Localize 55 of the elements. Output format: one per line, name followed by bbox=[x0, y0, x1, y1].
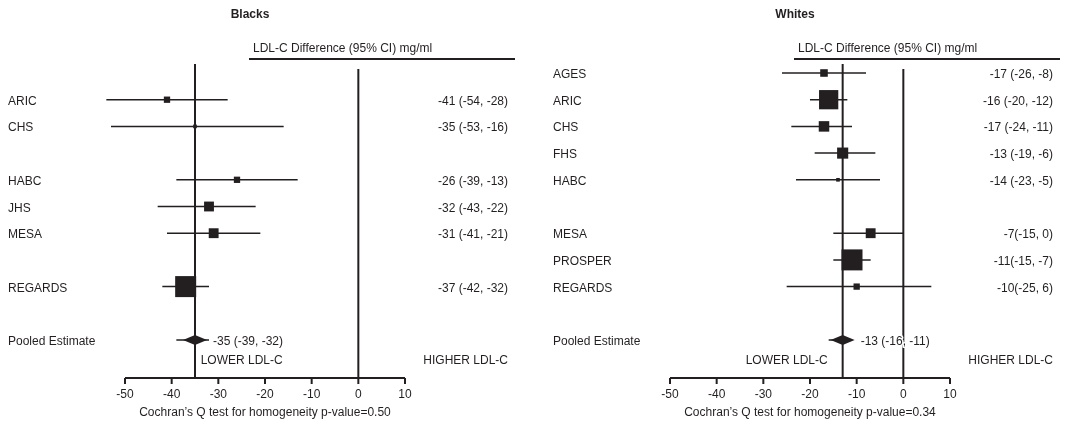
y-tick-label: ARIC bbox=[553, 93, 582, 108]
x-tick-label: -40 bbox=[162, 387, 181, 401]
data-label: -13 (-19, -6) bbox=[989, 147, 1053, 162]
data-label: -16 (-20, -12) bbox=[982, 93, 1053, 108]
data-label: -35 (-53, -16) bbox=[437, 120, 508, 135]
y-tick-label: MESA bbox=[553, 227, 588, 242]
x-tick-label: -30 bbox=[209, 387, 228, 401]
data-label: -17 (-26, -8) bbox=[989, 67, 1053, 81]
x-tick-label: -10 bbox=[302, 387, 321, 401]
y-tick-label: FHS bbox=[553, 147, 577, 162]
y-tick-label: PROSPER bbox=[553, 253, 613, 268]
x-axis-title: Cochran’s Q test for homogeneity p-value=0.34 bbox=[684, 405, 937, 419]
annotation: LOWER LDL-C bbox=[745, 353, 829, 367]
y-tick-label: Pooled Estimate bbox=[8, 334, 96, 348]
x-tick-label: -50 bbox=[116, 387, 134, 401]
data-label: -17 (-24, -11) bbox=[983, 120, 1053, 135]
text: LDL-C Difference (95% CI) mg/ml bbox=[253, 41, 433, 55]
data-label: -14 (-23, -5) bbox=[989, 173, 1053, 188]
data-label: -41 (-54, -28) bbox=[437, 93, 508, 108]
x-tick-label: -30 bbox=[754, 387, 773, 401]
text: HIGHER LDL-C bbox=[423, 353, 509, 367]
x-tick-label: -40 bbox=[707, 387, 726, 401]
chart-title: Blacks bbox=[230, 7, 270, 21]
y-tick-label: JHS bbox=[8, 200, 31, 215]
x-tick-label: -10 bbox=[847, 387, 866, 401]
data-label: -31 (-41, -21) bbox=[437, 227, 508, 242]
x-tick-label: 0 bbox=[899, 387, 907, 401]
x-tick-label: 10 bbox=[943, 387, 957, 401]
text: HIGHER LDL-C bbox=[968, 353, 1054, 367]
y-tick-label: ARIC bbox=[8, 93, 37, 108]
x-axis-title: Cochran’s Q test for homogeneity p-value=0.50 bbox=[139, 405, 392, 419]
chart-title: Whites bbox=[775, 7, 815, 21]
x-tick-label: 10 bbox=[398, 387, 412, 401]
text: LDL-C Difference (95% CI) mg/ml bbox=[798, 41, 978, 55]
y-tick-label: CHS bbox=[8, 120, 34, 135]
y-tick-label: HABC bbox=[553, 173, 587, 188]
y-tick-label: HABC bbox=[8, 173, 42, 188]
y-tick-label: CHS bbox=[553, 120, 579, 135]
data-label: -10(-25, 6) bbox=[996, 280, 1053, 295]
x-tick-label: -20 bbox=[256, 387, 274, 401]
y-tick-label: REGARDS bbox=[553, 280, 613, 295]
data-label: -26 (-39, -13) bbox=[437, 173, 508, 188]
data-label: -35 (-39, -32) bbox=[213, 334, 284, 348]
data-label: -11(-15, -7) bbox=[993, 253, 1053, 268]
data-label: -37 (-42, -32) bbox=[437, 280, 508, 295]
x-tick-label: -50 bbox=[661, 387, 679, 401]
data-label: -32 (-43, -22) bbox=[437, 200, 508, 215]
x-tick-label: 0 bbox=[354, 387, 362, 401]
y-tick-label: Pooled Estimate bbox=[553, 334, 641, 348]
annotation: LOWER LDL-C bbox=[200, 353, 284, 367]
data-label: -7(-15, 0) bbox=[1003, 227, 1053, 242]
y-tick-label: REGARDS bbox=[8, 280, 68, 295]
y-tick-label: MESA bbox=[8, 227, 43, 242]
x-tick-label: -20 bbox=[801, 387, 819, 401]
y-tick-label: AGES bbox=[553, 67, 587, 81]
